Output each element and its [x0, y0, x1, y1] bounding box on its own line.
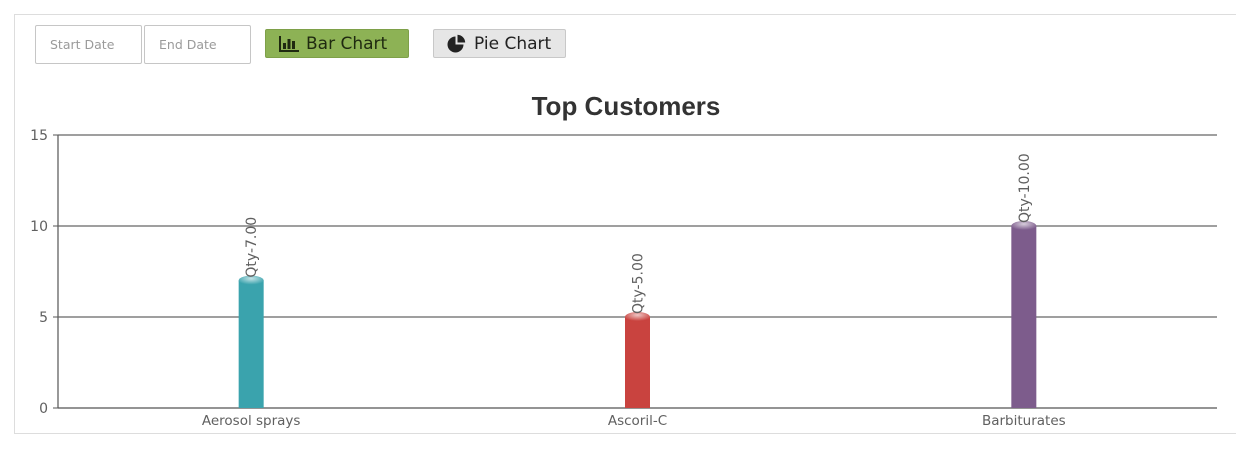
bar-cap-highlight: [238, 275, 264, 286]
x-tick-label: Aerosol sprays: [202, 413, 301, 429]
y-tick-label: 15: [30, 128, 48, 144]
chart-title: Top Customers: [532, 91, 721, 121]
bar-chart-label: Bar Chart: [306, 33, 388, 54]
bar[interactable]: [625, 317, 650, 408]
bar[interactable]: [238, 280, 264, 408]
data-label: Qty-10.00: [1017, 153, 1033, 223]
bar-chart-icon: [278, 34, 300, 54]
end-date-input[interactable]: [144, 25, 251, 64]
x-tick-label: Barbiturates: [982, 413, 1066, 429]
chart-grid: 0 5 10 15: [30, 128, 1217, 417]
chart-bars: Qty-7.00 Aerosol sprays Qty-5.00 Ascoril-C Q…: [202, 153, 1066, 429]
bar-chart: Top Customers 0 5 10 15 Qty-7.00 Aerosol spr…: [30, 91, 1217, 429]
bar-cap-highlight: [1011, 221, 1037, 231]
y-tick-label: 5: [39, 310, 48, 326]
pie-chart-label: Pie Chart: [474, 33, 552, 54]
bar-cap-highlight: [625, 312, 650, 322]
x-tick-label: Ascoril-C: [608, 413, 667, 429]
y-tick-label: 0: [39, 401, 48, 417]
pie-chart-button[interactable]: Pie Chart: [433, 29, 566, 58]
data-label: Qty-7.00: [244, 217, 260, 278]
start-date-input[interactable]: [35, 25, 142, 64]
chart-toolbar: Bar Chart Pie Chart: [0, 0, 1236, 70]
bar-chart-button[interactable]: Bar Chart: [265, 29, 409, 58]
data-label: Qty-5.00: [631, 253, 647, 314]
bar[interactable]: [1011, 226, 1037, 408]
pie-chart-icon: [446, 34, 468, 54]
y-tick-label: 10: [30, 219, 48, 235]
